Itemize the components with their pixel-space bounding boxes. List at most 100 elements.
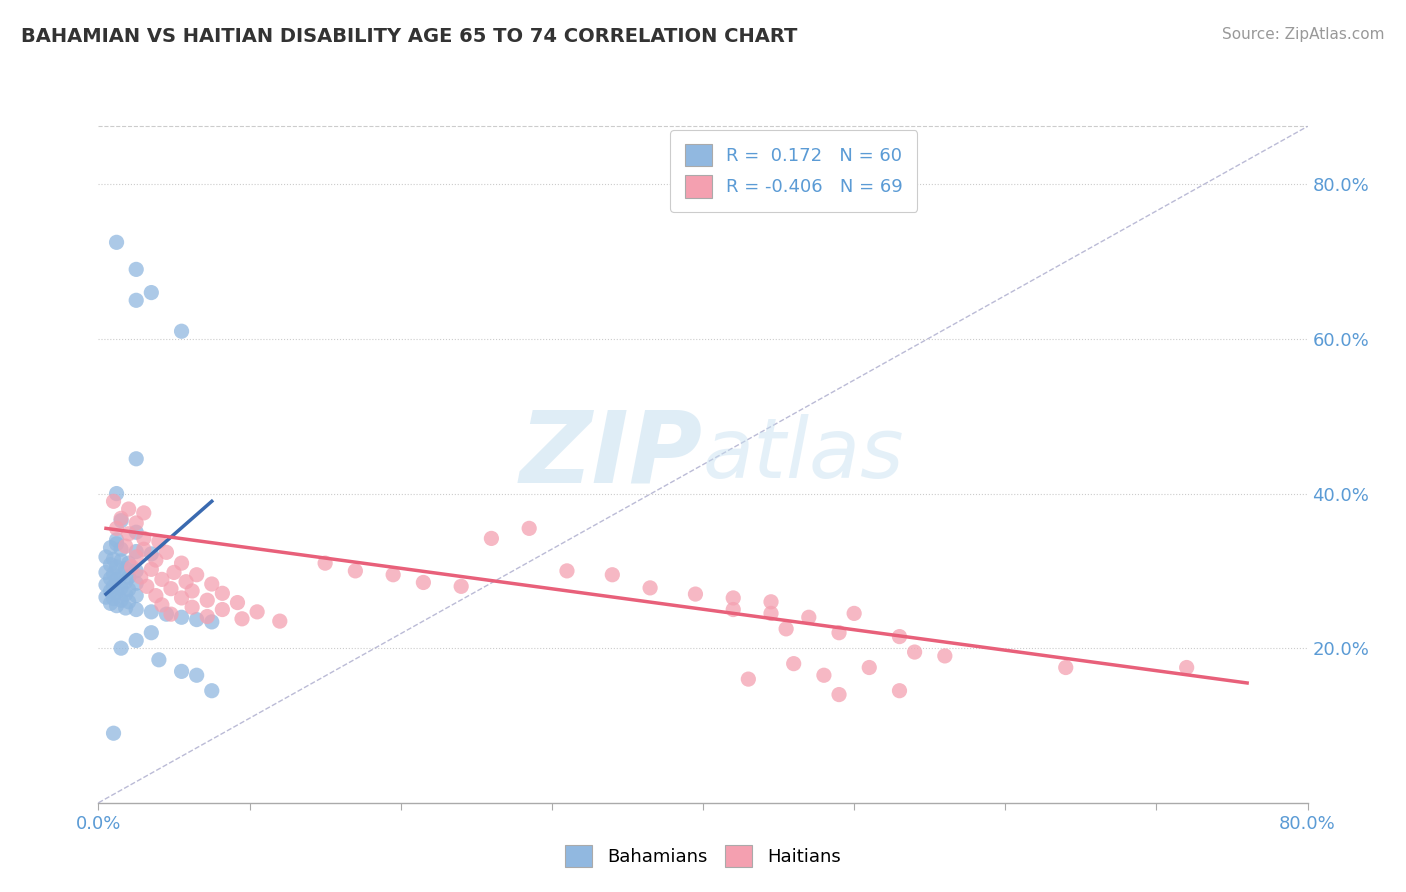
Point xyxy=(103,552,125,566)
Point xyxy=(114,574,136,589)
Point xyxy=(125,525,148,540)
Point xyxy=(450,579,472,593)
Point xyxy=(100,596,122,610)
Legend: R =  0.172   N = 60, R = -0.406   N = 69: R = 0.172 N = 60, R = -0.406 N = 69 xyxy=(671,130,917,212)
Point xyxy=(125,633,148,648)
Point xyxy=(246,605,269,619)
Point xyxy=(110,554,132,568)
Point xyxy=(135,579,157,593)
Point xyxy=(150,573,173,587)
Point xyxy=(118,526,141,541)
Point xyxy=(94,590,117,604)
Point xyxy=(103,494,125,508)
Point xyxy=(94,549,117,564)
Point xyxy=(125,262,148,277)
Point xyxy=(114,561,136,575)
Point xyxy=(737,672,759,686)
Point xyxy=(723,602,745,616)
Point xyxy=(685,587,707,601)
Point xyxy=(103,591,125,606)
Point xyxy=(103,566,125,581)
Point xyxy=(828,688,851,702)
Point xyxy=(201,615,224,629)
Point xyxy=(145,553,167,567)
Point xyxy=(170,665,193,679)
Point xyxy=(105,560,128,574)
Point xyxy=(759,607,782,621)
Point xyxy=(211,602,233,616)
Point xyxy=(125,576,148,591)
Point xyxy=(174,574,197,589)
Point xyxy=(105,235,128,250)
Point xyxy=(105,537,128,551)
Point xyxy=(118,582,141,597)
Text: Source: ZipAtlas.com: Source: ZipAtlas.com xyxy=(1222,27,1385,42)
Point xyxy=(170,591,193,605)
Point xyxy=(201,683,224,698)
Point xyxy=(141,547,163,561)
Point xyxy=(181,584,204,599)
Point xyxy=(813,668,835,682)
Point xyxy=(118,502,141,516)
Point xyxy=(125,451,148,466)
Point xyxy=(125,549,148,564)
Legend: Bahamians, Haitians: Bahamians, Haitians xyxy=(558,838,848,874)
Point xyxy=(170,324,193,338)
Point xyxy=(103,726,125,740)
Point xyxy=(145,589,167,603)
Point xyxy=(314,556,336,570)
Point xyxy=(211,586,233,600)
Point xyxy=(904,645,927,659)
Point xyxy=(186,668,208,682)
Point xyxy=(517,521,540,535)
Point xyxy=(269,614,291,628)
Point xyxy=(110,593,132,607)
Point xyxy=(105,521,128,535)
Point xyxy=(155,607,177,622)
Point xyxy=(100,572,122,586)
Point xyxy=(844,607,866,621)
Point xyxy=(181,600,204,615)
Point xyxy=(186,613,208,627)
Point xyxy=(382,567,405,582)
Point xyxy=(125,516,148,530)
Point xyxy=(889,630,911,644)
Point xyxy=(105,573,128,587)
Point xyxy=(602,567,624,582)
Point xyxy=(125,602,148,616)
Point xyxy=(110,581,132,595)
Text: atlas: atlas xyxy=(703,415,904,495)
Point xyxy=(94,578,117,592)
Text: ZIP: ZIP xyxy=(520,407,703,503)
Point xyxy=(110,514,132,528)
Point xyxy=(555,564,578,578)
Point xyxy=(412,575,434,590)
Point xyxy=(141,285,163,300)
Point xyxy=(105,599,128,613)
Point xyxy=(118,556,141,570)
Point xyxy=(129,570,152,584)
Point xyxy=(797,610,820,624)
Point xyxy=(100,541,122,555)
Point xyxy=(148,653,170,667)
Point xyxy=(110,641,132,656)
Point xyxy=(125,589,148,603)
Point xyxy=(141,625,163,640)
Point xyxy=(100,558,122,572)
Point xyxy=(114,587,136,601)
Point xyxy=(160,607,183,622)
Point xyxy=(105,533,128,547)
Point xyxy=(105,486,128,500)
Point xyxy=(110,568,132,582)
Point xyxy=(170,556,193,570)
Point xyxy=(1054,660,1077,674)
Point xyxy=(155,545,177,559)
Point xyxy=(150,598,173,612)
Point xyxy=(125,293,148,308)
Point xyxy=(114,539,136,553)
Point xyxy=(94,566,117,580)
Point xyxy=(105,585,128,599)
Point xyxy=(141,562,163,576)
Point xyxy=(889,683,911,698)
Point xyxy=(1175,660,1198,674)
